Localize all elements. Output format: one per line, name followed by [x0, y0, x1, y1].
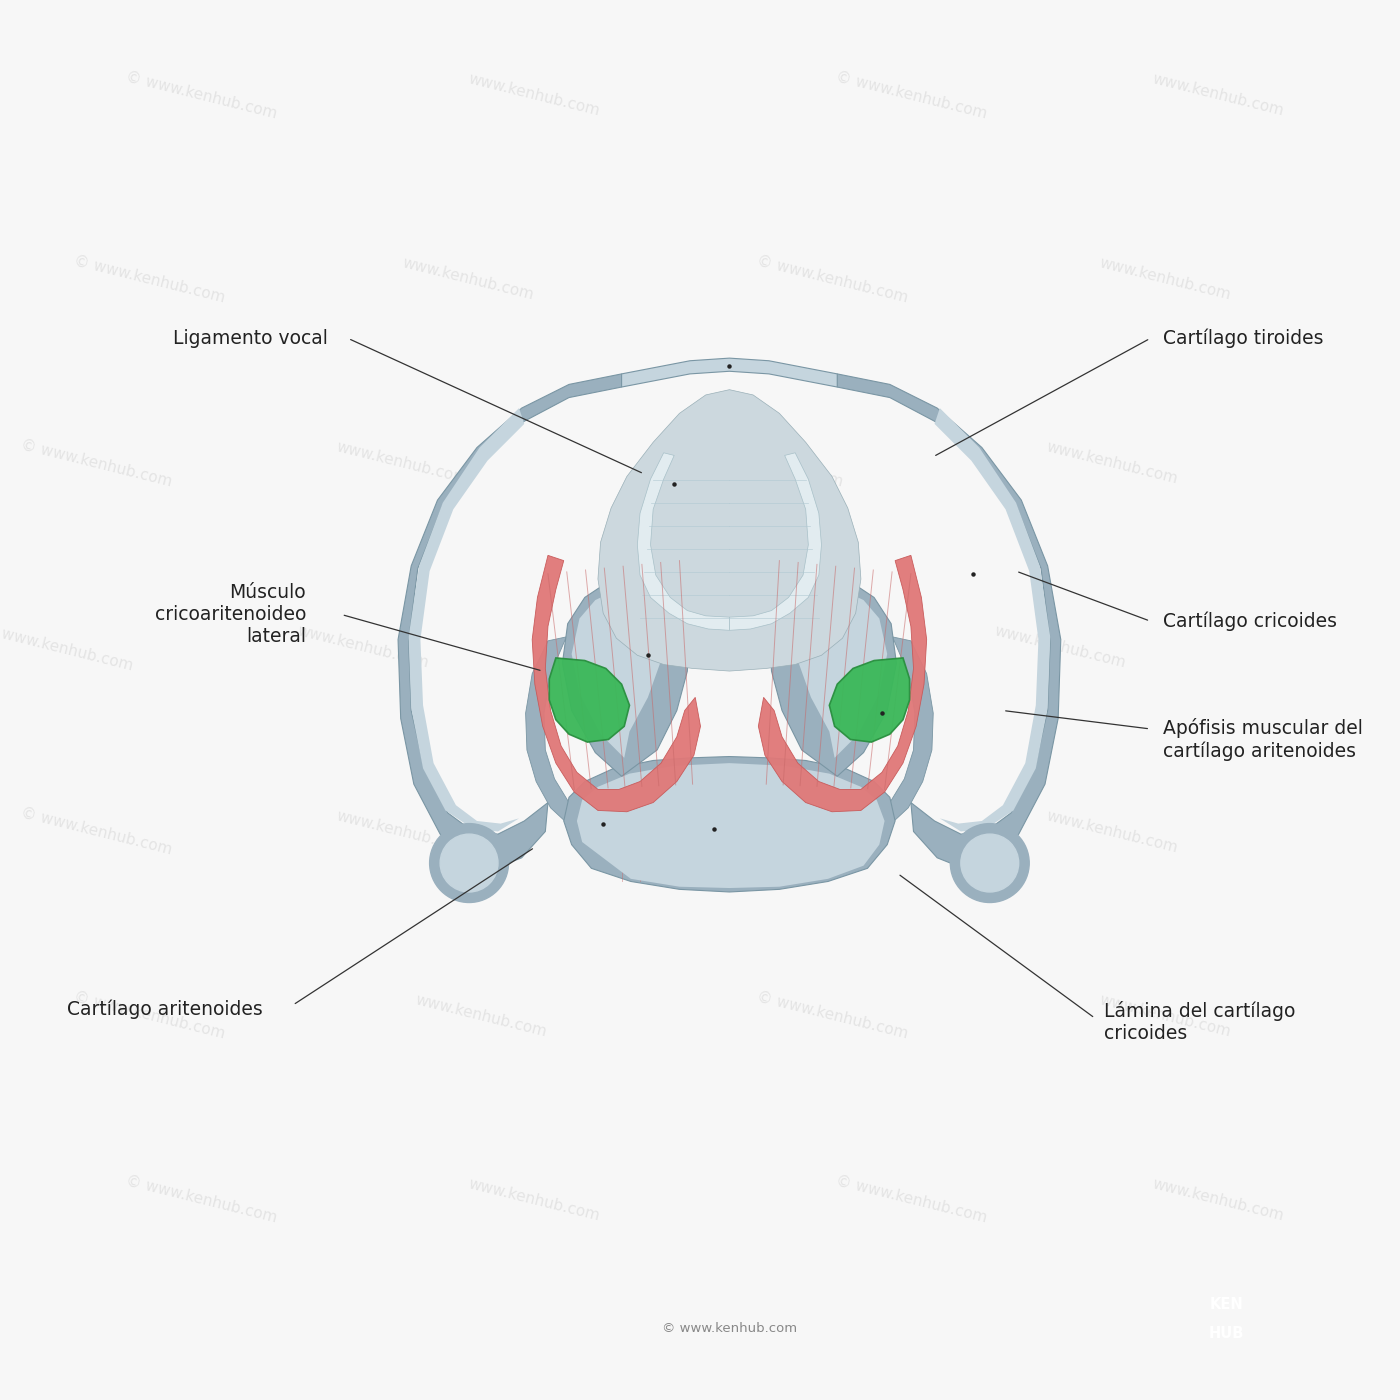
- Polygon shape: [622, 358, 837, 386]
- Polygon shape: [398, 374, 622, 868]
- Text: © www.kenhub.com: © www.kenhub.com: [71, 990, 227, 1042]
- Text: www.kenhub.com: www.kenhub.com: [1044, 808, 1180, 855]
- Text: www.kenhub.com: www.kenhub.com: [335, 808, 469, 855]
- Text: Apófisis muscular del
cartílago aritenoides: Apófisis muscular del cartílago aritenoi…: [1163, 718, 1364, 760]
- Polygon shape: [729, 452, 822, 630]
- Text: © www.kenhub.com: © www.kenhub.com: [756, 253, 910, 305]
- Text: © www.kenhub.com: © www.kenhub.com: [756, 990, 910, 1042]
- Polygon shape: [574, 769, 885, 890]
- Polygon shape: [637, 452, 729, 630]
- Circle shape: [951, 823, 1029, 903]
- Polygon shape: [563, 577, 690, 776]
- Text: www.kenhub.com: www.kenhub.com: [993, 624, 1127, 671]
- Text: www.kenhub.com: www.kenhub.com: [400, 256, 535, 302]
- Text: Cartílago tiroides: Cartílago tiroides: [1163, 329, 1324, 349]
- Polygon shape: [549, 658, 630, 742]
- Text: © www.kenhub.com: © www.kenhub.com: [71, 253, 227, 305]
- Polygon shape: [532, 556, 700, 812]
- Text: Cartílago aritenoides: Cartílago aritenoides: [67, 1000, 263, 1019]
- Text: © www.kenhub.com: © www.kenhub.com: [651, 622, 805, 673]
- Text: Ligamento vocal: Ligamento vocal: [174, 329, 329, 347]
- Text: www.kenhub.com: www.kenhub.com: [1151, 71, 1285, 119]
- Polygon shape: [935, 407, 1050, 832]
- Text: www.kenhub.com: www.kenhub.com: [295, 624, 430, 671]
- Polygon shape: [564, 756, 895, 892]
- Text: © www.kenhub.com: © www.kenhub.com: [125, 1173, 279, 1226]
- Polygon shape: [525, 637, 585, 825]
- Text: www.kenhub.com: www.kenhub.com: [466, 1176, 601, 1224]
- Polygon shape: [829, 658, 910, 742]
- Polygon shape: [759, 556, 927, 812]
- Polygon shape: [598, 389, 861, 671]
- Text: © www.kenhub.com: © www.kenhub.com: [20, 437, 174, 490]
- Polygon shape: [874, 637, 934, 825]
- Text: © www.kenhub.com: © www.kenhub.com: [690, 437, 844, 490]
- Text: Músculo
cricoaritenoideo
lateral: Músculo cricoaritenoideo lateral: [154, 582, 307, 645]
- Polygon shape: [577, 763, 885, 888]
- Text: www.kenhub.com: www.kenhub.com: [1151, 1176, 1285, 1224]
- Polygon shape: [769, 577, 896, 776]
- Text: KEN: KEN: [1210, 1296, 1243, 1312]
- Text: Lámina del cartílago
cricoides: Lámina del cartílago cricoides: [1105, 1001, 1295, 1043]
- Text: www.kenhub.com: www.kenhub.com: [414, 993, 549, 1039]
- Polygon shape: [571, 589, 664, 757]
- Polygon shape: [837, 374, 1061, 868]
- Text: www.kenhub.com: www.kenhub.com: [1098, 993, 1232, 1039]
- Text: © www.kenhub.com: © www.kenhub.com: [834, 69, 988, 122]
- Polygon shape: [795, 589, 888, 757]
- Text: © www.kenhub.com: © www.kenhub.com: [662, 1322, 797, 1336]
- Text: © www.kenhub.com: © www.kenhub.com: [125, 69, 279, 122]
- Circle shape: [430, 823, 508, 903]
- Polygon shape: [409, 407, 524, 832]
- Text: www.kenhub.com: www.kenhub.com: [1044, 440, 1180, 487]
- Circle shape: [960, 834, 1019, 892]
- Text: www.kenhub.com: www.kenhub.com: [466, 71, 601, 119]
- Text: Cartílago cricoides: Cartílago cricoides: [1163, 612, 1337, 631]
- Text: © www.kenhub.com: © www.kenhub.com: [20, 805, 174, 858]
- Text: © www.kenhub.com: © www.kenhub.com: [834, 1173, 988, 1226]
- Text: www.kenhub.com: www.kenhub.com: [335, 440, 469, 487]
- Text: © www.kenhub.com: © www.kenhub.com: [690, 805, 844, 858]
- Text: © www.kenhub.com: © www.kenhub.com: [0, 622, 134, 673]
- Text: www.kenhub.com: www.kenhub.com: [1098, 256, 1232, 302]
- Text: HUB: HUB: [1208, 1326, 1245, 1341]
- Circle shape: [440, 834, 498, 892]
